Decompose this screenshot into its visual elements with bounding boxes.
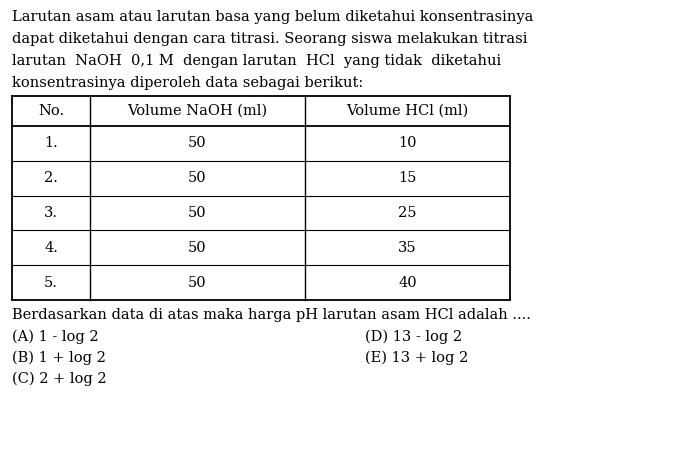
Text: (A) 1 - log 2: (A) 1 - log 2 [12, 330, 99, 345]
Text: 4.: 4. [44, 241, 58, 255]
Text: Volume HCl (ml): Volume HCl (ml) [347, 104, 469, 118]
Text: larutan  NaOH  0,1 M  dengan larutan  HCl  yang tidak  diketahui: larutan NaOH 0,1 M dengan larutan HCl ya… [12, 54, 501, 68]
Text: 35: 35 [398, 241, 416, 255]
Text: 50: 50 [188, 241, 207, 255]
Text: (E) 13 + log 2: (E) 13 + log 2 [365, 351, 469, 365]
Text: 50: 50 [188, 276, 207, 290]
Text: Berdasarkan data di atas maka harga pH larutan asam HCl adalah ....: Berdasarkan data di atas maka harga pH l… [12, 308, 531, 322]
Text: No.: No. [38, 104, 64, 118]
Text: 3.: 3. [44, 206, 58, 220]
Text: Volume NaOH (ml): Volume NaOH (ml) [127, 104, 268, 118]
Text: 1.: 1. [44, 136, 58, 150]
Text: (C) 2 + log 2: (C) 2 + log 2 [12, 372, 107, 386]
Text: 15: 15 [398, 171, 416, 185]
Text: (D) 13 - log 2: (D) 13 - log 2 [365, 330, 462, 345]
Text: 2.: 2. [44, 171, 58, 185]
Text: 40: 40 [398, 276, 416, 290]
Text: konsentrasinya diperoleh data sebagai berikut:: konsentrasinya diperoleh data sebagai be… [12, 76, 363, 90]
Text: 5.: 5. [44, 276, 58, 290]
Text: 50: 50 [188, 136, 207, 150]
Text: 50: 50 [188, 206, 207, 220]
Text: (B) 1 + log 2: (B) 1 + log 2 [12, 351, 106, 365]
Text: dapat diketahui dengan cara titrasi. Seorang siswa melakukan titrasi: dapat diketahui dengan cara titrasi. Seo… [12, 32, 527, 46]
Text: 25: 25 [398, 206, 416, 220]
Text: 10: 10 [398, 136, 416, 150]
Text: 50: 50 [188, 171, 207, 185]
Text: Larutan asam atau larutan basa yang belum diketahui konsentrasinya: Larutan asam atau larutan basa yang belu… [12, 10, 534, 24]
